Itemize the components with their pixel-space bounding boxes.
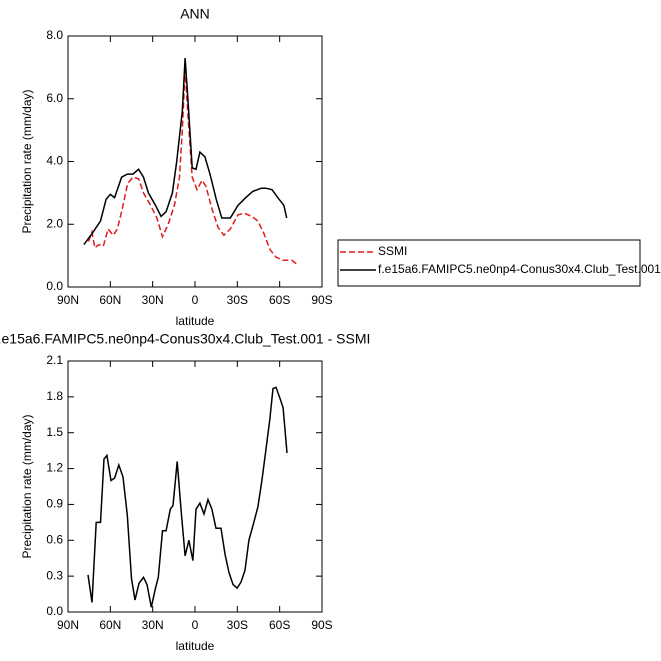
x-tick-label: 90S — [311, 293, 332, 307]
x-tick-label: 30S — [227, 618, 248, 632]
plot-frame — [67, 35, 323, 288]
y-tick-label: 2.0 — [46, 216, 63, 230]
x-tick-label: 60N — [99, 293, 121, 307]
data-line — [87, 386, 288, 608]
x-tick-label: 60S — [269, 618, 290, 632]
x-tick-label: 60N — [99, 618, 121, 632]
x-tick-label: 60S — [269, 293, 290, 307]
y-tick-label: 6.0 — [46, 91, 63, 105]
data-line — [83, 57, 288, 246]
y-tick-label: 0.9 — [46, 497, 63, 511]
y-tick-label: 0.6 — [46, 532, 63, 546]
chart-title: .e15a6.FAMIPC5.ne0np4-Conus30x4.Club_Tes… — [0, 331, 370, 347]
y-tick-label: 1.2 — [46, 461, 63, 475]
x-tick-label: 30S — [227, 293, 248, 307]
x-tick-label: 30N — [142, 618, 164, 632]
legend-label: f.e15a6.FAMIPC5.ne0np4-Conus30x4.Club_Te… — [378, 262, 661, 276]
x-tick-label: 90N — [57, 293, 79, 307]
x-tick-label: 0 — [192, 293, 199, 307]
chart-title: ANN — [180, 6, 210, 22]
plot-frame — [67, 360, 323, 613]
x-axis-label: latitude — [176, 639, 215, 653]
legend-label: SSMI — [378, 244, 407, 258]
y-tick-label: 0.0 — [46, 604, 63, 618]
legend-box — [337, 239, 641, 287]
data-line — [87, 70, 299, 266]
y-axis-label: Precipitation rate (mm/day) — [20, 414, 34, 558]
y-tick-label: 8.0 — [46, 28, 63, 42]
y-tick-label: 1.8 — [46, 389, 63, 403]
y-axis-label: Precipitation rate (mm/day) — [20, 89, 34, 233]
x-tick-label: 0 — [192, 618, 199, 632]
x-tick-label: 30N — [142, 293, 164, 307]
x-tick-label: 90N — [57, 618, 79, 632]
y-tick-label: 2.1 — [46, 353, 63, 367]
y-tick-label: 4.0 — [46, 154, 63, 168]
y-tick-label: 1.5 — [46, 425, 63, 439]
x-axis-label: latitude — [176, 314, 215, 328]
y-tick-label: 0.0 — [46, 279, 63, 293]
x-tick-label: 90S — [311, 618, 332, 632]
y-tick-label: 0.3 — [46, 568, 63, 582]
